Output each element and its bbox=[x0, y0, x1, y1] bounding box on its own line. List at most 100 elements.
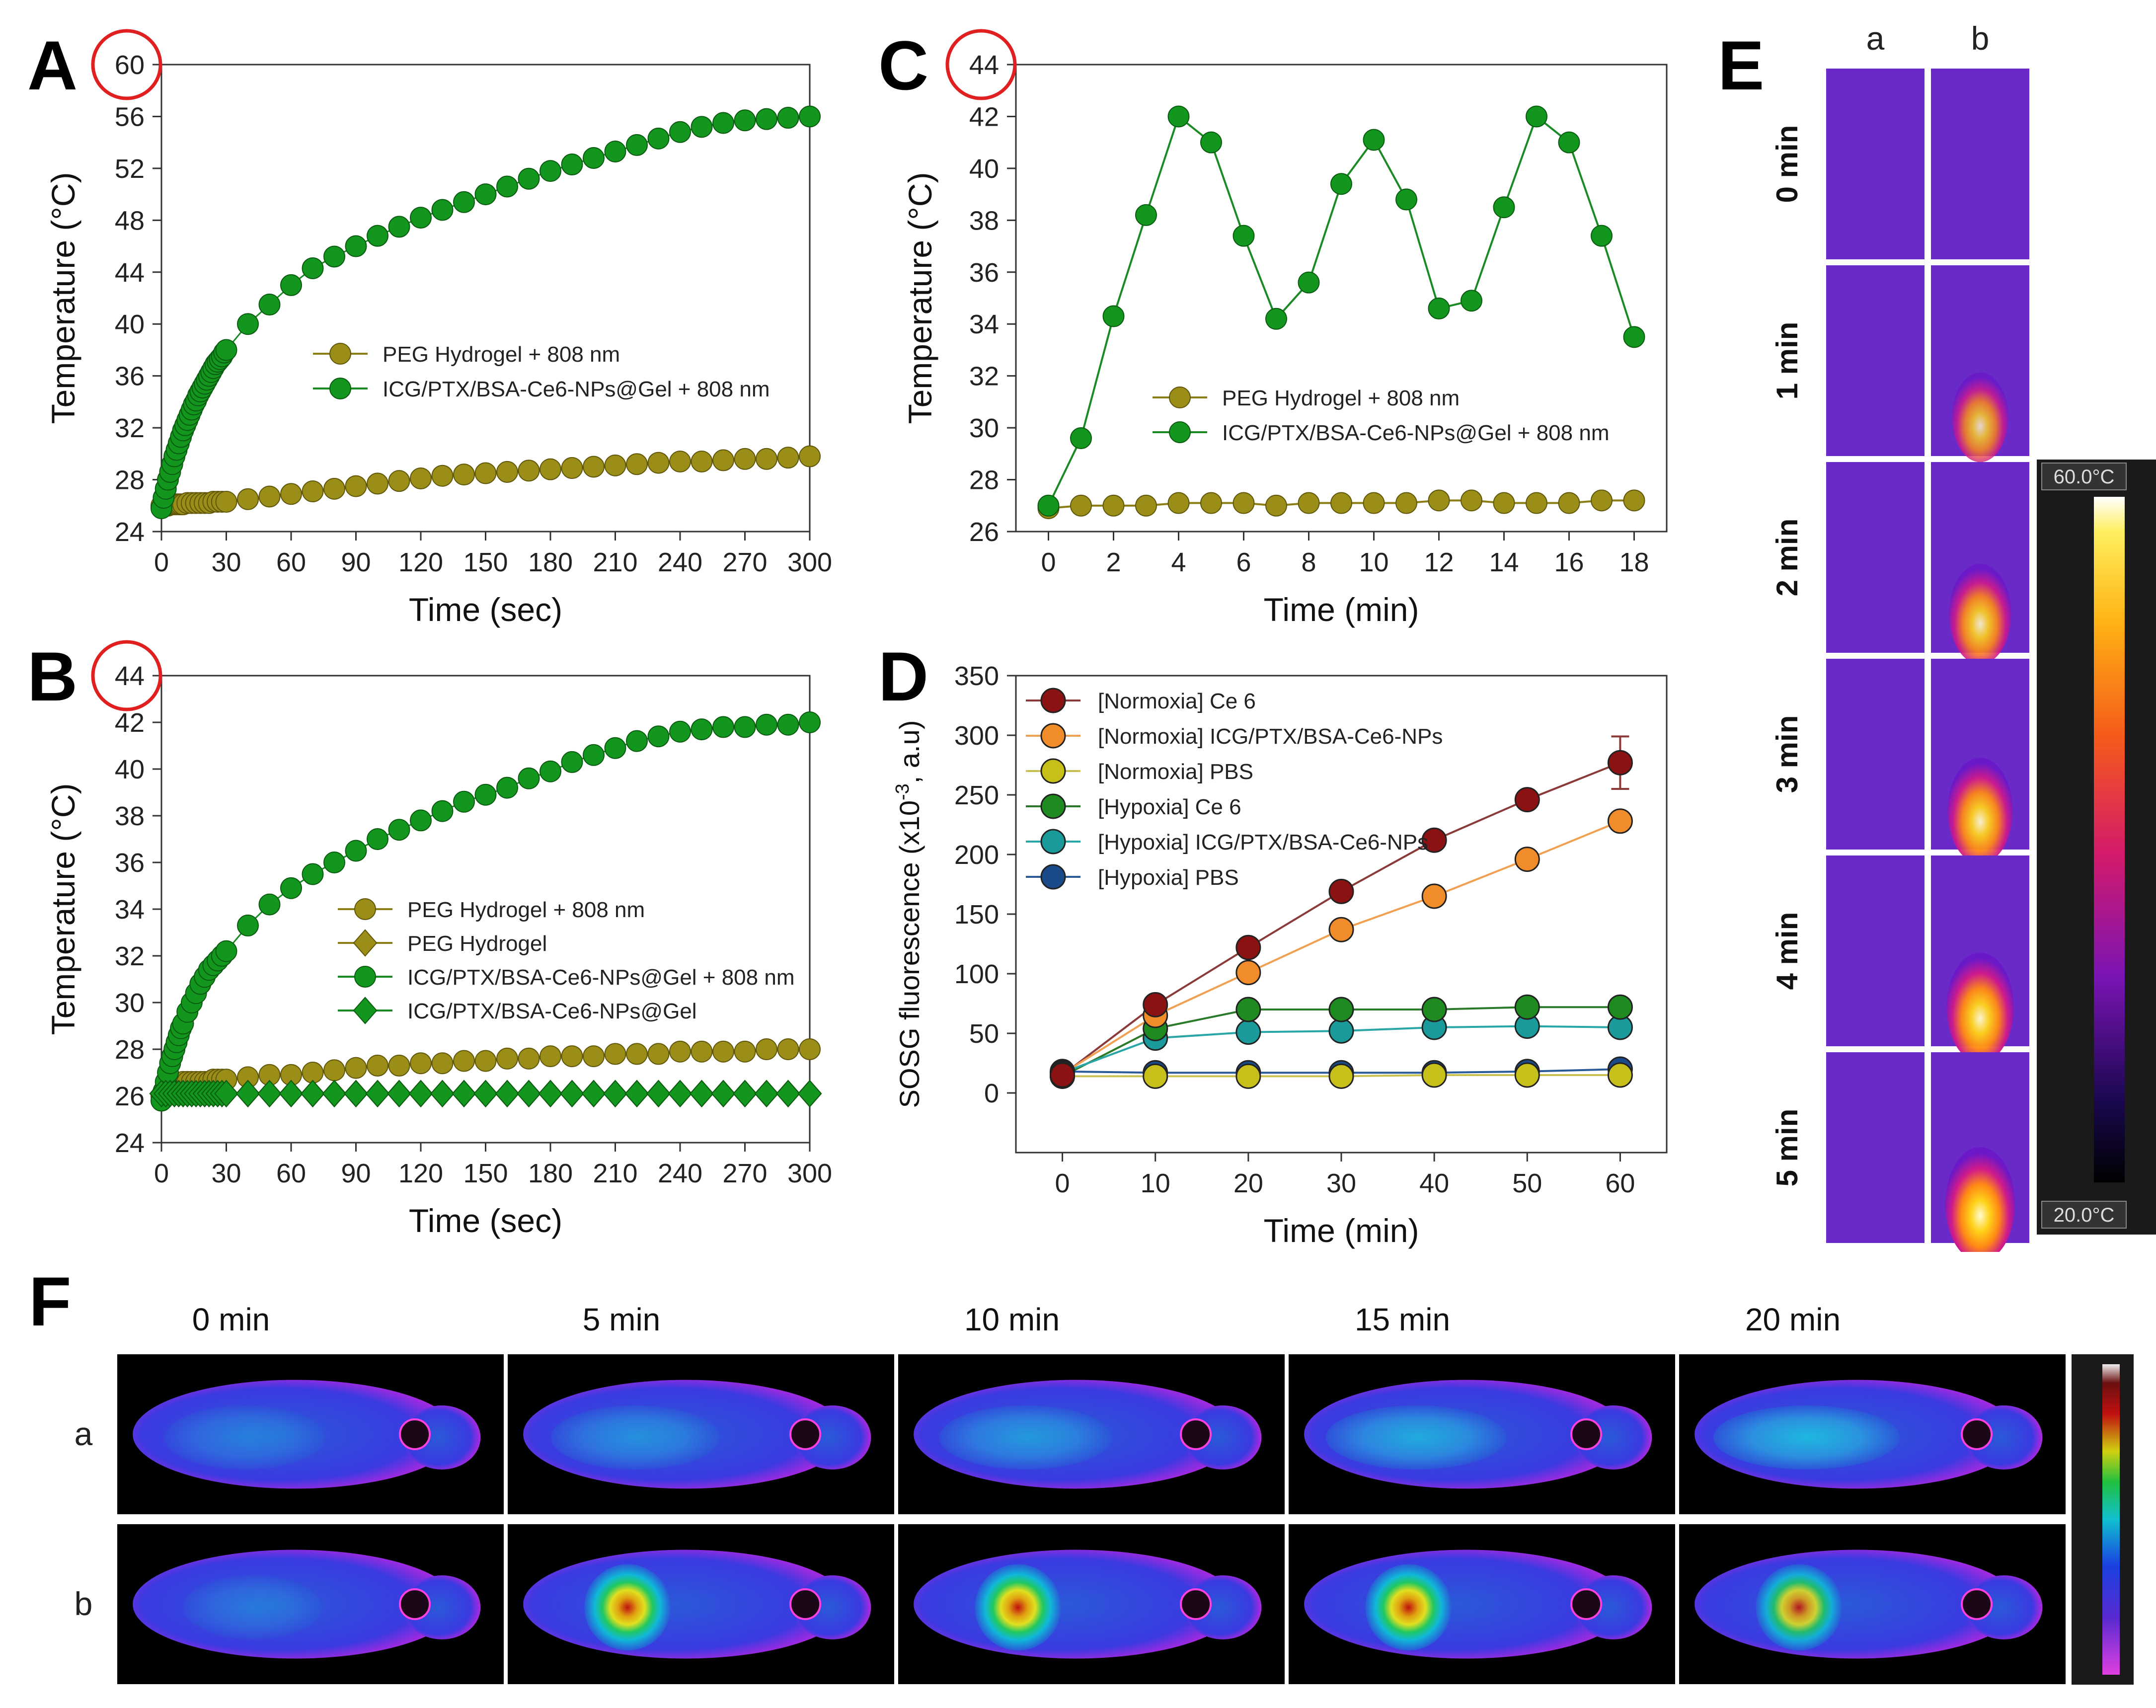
mouse-frame bbox=[508, 1524, 894, 1684]
data-point bbox=[329, 378, 351, 399]
data-point bbox=[539, 458, 561, 480]
data-point bbox=[1461, 489, 1482, 512]
y-tick-label: 32 bbox=[969, 362, 999, 391]
data-point bbox=[711, 1080, 736, 1108]
scale-min-box bbox=[2041, 1201, 2127, 1229]
data-point bbox=[474, 183, 497, 206]
y-axis-label: Temperature (°C) bbox=[902, 172, 938, 424]
data-point bbox=[354, 898, 376, 920]
data-point bbox=[258, 893, 281, 916]
row-label: a bbox=[75, 1415, 93, 1452]
panel-label-a: A bbox=[27, 26, 77, 104]
y-tick-label: 30 bbox=[115, 988, 145, 1018]
data-point bbox=[1607, 808, 1633, 834]
data-point bbox=[365, 1080, 390, 1108]
data-point bbox=[647, 127, 670, 150]
data-point bbox=[777, 713, 799, 736]
series-line bbox=[160, 115, 810, 509]
data-point bbox=[712, 449, 734, 471]
data-point bbox=[626, 453, 648, 475]
row-label: 5 min bbox=[1771, 1109, 1804, 1187]
y-tick-label: 40 bbox=[969, 154, 999, 184]
data-point bbox=[1514, 847, 1540, 872]
chart-b: B 0 30 60 90 120 150 180 210 240 270 300 24 26 28 30 32… bbox=[27, 637, 832, 1239]
x-tick-label: 150 bbox=[463, 547, 508, 577]
data-point bbox=[777, 107, 799, 129]
y-tick-label: 44 bbox=[969, 50, 999, 80]
data-point bbox=[734, 716, 756, 738]
legend-label: [Hypoxia] PBS bbox=[1098, 865, 1239, 890]
y-tick-label: 28 bbox=[115, 1035, 145, 1065]
tumor-hot-spot bbox=[975, 1564, 1062, 1651]
data-point bbox=[754, 1080, 779, 1108]
data-point bbox=[626, 1043, 648, 1065]
y-tick-label: 34 bbox=[115, 895, 145, 925]
data-point bbox=[647, 452, 670, 474]
x-tick-label: 210 bbox=[593, 1159, 637, 1188]
thermal-cell bbox=[1826, 462, 1925, 653]
panel-label-d: D bbox=[878, 637, 928, 715]
y-tick-label: 36 bbox=[115, 848, 145, 878]
mouse-frame bbox=[1289, 1354, 1675, 1514]
warm-region bbox=[1326, 1405, 1507, 1470]
y-tick-label: 32 bbox=[115, 941, 145, 971]
data-point bbox=[367, 828, 388, 850]
data-point bbox=[496, 776, 518, 799]
data-point bbox=[345, 1057, 367, 1079]
data-point bbox=[1428, 489, 1450, 512]
data-point bbox=[1421, 827, 1447, 853]
legend-label: PEG Hydrogel bbox=[407, 932, 547, 956]
highlight-circle bbox=[91, 640, 162, 711]
tumor-hot-spot bbox=[1756, 1564, 1843, 1651]
mouse-ear bbox=[1180, 1418, 1212, 1450]
data-point bbox=[1363, 129, 1385, 151]
data-point bbox=[538, 1080, 563, 1108]
thermal-panel-e: E a b 0 min 1 min 2 min 3 min 4 min 5 min 60.0°C… bbox=[1718, 20, 2156, 1252]
legend-label: ICG/PTX/BSA-Ce6-NPs@Gel + 808 nm bbox=[407, 965, 794, 990]
y-tick-label: 250 bbox=[954, 780, 999, 810]
data-point bbox=[1558, 492, 1580, 514]
data-point bbox=[344, 1080, 368, 1108]
row-label: 0 min bbox=[1771, 125, 1804, 203]
data-point bbox=[518, 460, 540, 482]
warm-region bbox=[1713, 1405, 1900, 1470]
data-point bbox=[1526, 492, 1547, 514]
y-axis-label: Temperature (°C) bbox=[45, 783, 81, 1035]
data-point bbox=[410, 1052, 432, 1075]
x-tick-label: 12 bbox=[1424, 547, 1454, 577]
data-point bbox=[1102, 305, 1125, 327]
data-point bbox=[603, 1080, 627, 1108]
data-point bbox=[691, 718, 713, 741]
y-tick-label: 38 bbox=[115, 801, 145, 831]
data-point bbox=[323, 1059, 345, 1082]
x-tick-label: 90 bbox=[341, 1159, 371, 1188]
data-point bbox=[1493, 196, 1515, 219]
data-point bbox=[1328, 1063, 1354, 1089]
row-label: 3 min bbox=[1771, 715, 1804, 793]
mouse-ear bbox=[399, 1588, 431, 1620]
data-point bbox=[1200, 131, 1222, 154]
data-point bbox=[647, 1043, 670, 1065]
legend-marker bbox=[1040, 688, 1066, 713]
data-point bbox=[1135, 204, 1157, 226]
y-tick-label: 42 bbox=[969, 102, 999, 132]
data-point bbox=[1235, 960, 1261, 986]
time-label: 20 min bbox=[1745, 1302, 1841, 1337]
legend-label: ICG/PTX/BSA-Ce6-NPs@Gel bbox=[407, 999, 697, 1023]
data-point bbox=[756, 108, 777, 130]
data-point bbox=[626, 134, 648, 156]
data-point bbox=[353, 997, 378, 1024]
data-point bbox=[1328, 917, 1354, 942]
mouse-ear bbox=[1961, 1588, 1993, 1620]
data-point bbox=[1232, 492, 1255, 514]
data-point bbox=[1169, 387, 1191, 408]
data-point bbox=[431, 465, 454, 487]
mouse-ear bbox=[1961, 1418, 1993, 1450]
data-point bbox=[1169, 421, 1191, 443]
legend-label: PEG Hydrogel + 808 nm bbox=[407, 898, 645, 922]
data-point bbox=[604, 1043, 626, 1065]
y-tick-label: 50 bbox=[969, 1019, 999, 1049]
x-tick-label: 50 bbox=[1512, 1168, 1542, 1198]
data-point bbox=[756, 1038, 777, 1060]
y-tick-label: 300 bbox=[954, 721, 999, 751]
